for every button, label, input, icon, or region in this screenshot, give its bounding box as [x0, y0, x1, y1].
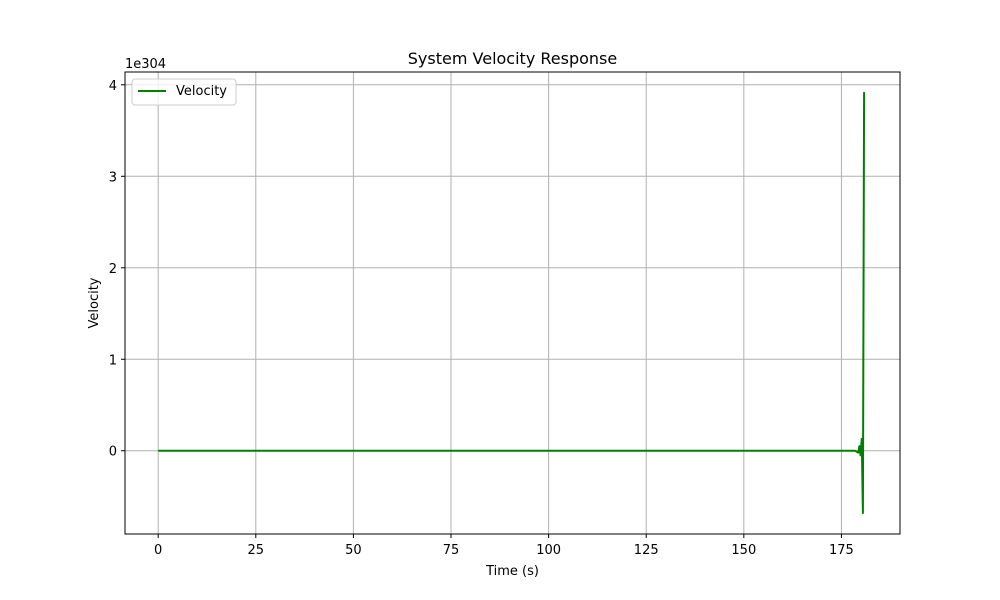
- x-axis-label: Time (s): [485, 564, 539, 579]
- y-tick-label: 1: [109, 353, 117, 368]
- y-axis-label: Velocity: [87, 277, 102, 328]
- y-scale-offset-label: 1e304: [125, 57, 166, 72]
- x-tick-label: 25: [248, 543, 265, 558]
- y-tick-label: 4: [109, 79, 117, 94]
- y-tick-label: 0: [109, 445, 117, 460]
- x-tick-label: 50: [345, 543, 362, 558]
- series-line-velocity: [158, 92, 866, 514]
- series-layer: [158, 92, 866, 514]
- legend-box: [131, 78, 237, 106]
- x-tick-label: 0: [154, 543, 162, 558]
- x-tick-label: 100: [536, 543, 561, 558]
- x-tick-label: 75: [443, 543, 460, 558]
- x-tick-label: 150: [731, 543, 756, 558]
- x-tick-label: 125: [634, 543, 659, 558]
- y-tick-label: 2: [109, 262, 117, 277]
- plot-frame: [124, 71, 901, 535]
- y-tick-label: 3: [109, 170, 117, 185]
- tick-layer: 0 25 50 75 100 125 150 175 0 1 2 3 4: [109, 79, 854, 558]
- legend: Velocity: [131, 78, 237, 106]
- chart-title: System Velocity Response: [408, 49, 617, 68]
- legend-label-velocity: Velocity: [176, 84, 227, 99]
- x-tick-label: 175: [829, 543, 854, 558]
